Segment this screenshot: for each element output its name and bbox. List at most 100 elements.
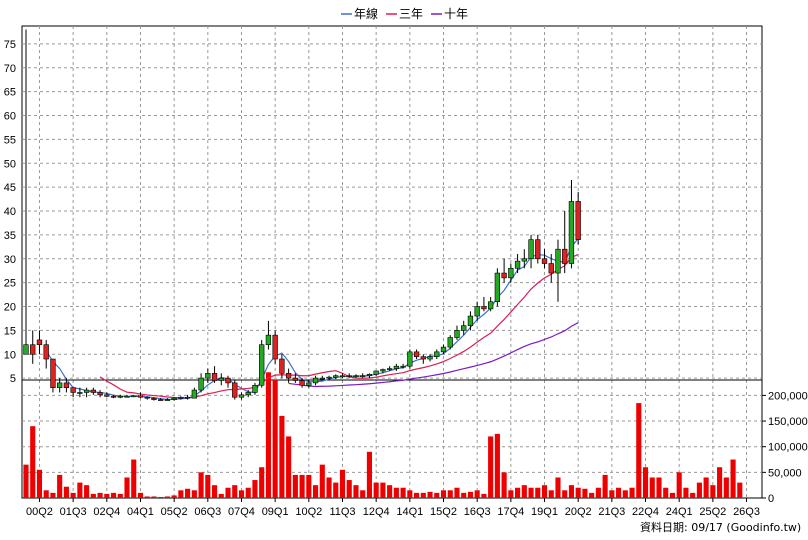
volume-bar (494, 433, 500, 498)
volume-bar (178, 490, 184, 498)
volume-bar (333, 482, 339, 498)
candle-body (259, 344, 265, 386)
candle-body (124, 395, 130, 398)
candle-body (440, 346, 447, 353)
volume-bar (440, 490, 447, 498)
candle-body (487, 301, 494, 310)
candle-body (339, 375, 346, 378)
price-tick-label: 20 (4, 302, 16, 314)
volume-bar (36, 469, 43, 498)
candle-body (360, 375, 366, 378)
candle-body (225, 377, 231, 384)
volume-bar (110, 492, 117, 498)
candle-body (474, 306, 480, 317)
source-label: 資料日期: 09/17 (Goodinfo.tw) (640, 520, 801, 534)
volume-bar (292, 474, 298, 498)
volume-bar (50, 492, 56, 498)
volume-bar (265, 372, 271, 498)
legend-label-year: 年線 (354, 6, 378, 21)
x-tick-label: 09Q1 (262, 506, 289, 518)
volume-bar (43, 490, 49, 498)
candle-body (447, 337, 453, 348)
volume-bar (723, 477, 729, 498)
volume-bar (521, 485, 527, 498)
candle-body (413, 351, 420, 357)
volume-bar (508, 490, 514, 498)
volume-bar (602, 474, 608, 498)
volume-bar (636, 403, 642, 498)
volume-bar (366, 451, 372, 498)
volume-bar (252, 480, 258, 498)
volume-bar (171, 495, 177, 498)
volume-axis: 0 50,000 100,000 150,000 200,000 (762, 390, 808, 505)
candle-body (77, 392, 83, 394)
volume-bar (319, 464, 325, 498)
volume-bar (205, 474, 211, 498)
volume-bar (313, 485, 319, 498)
volume-bar (387, 485, 393, 498)
price-tick-label: 55 (4, 134, 16, 146)
volume-bar (454, 487, 460, 498)
volume-bar (649, 477, 655, 498)
candle-body (535, 239, 541, 260)
volume-tick-label: 50,000 (768, 467, 802, 479)
volume-bar (84, 485, 90, 498)
volume-bar (616, 487, 622, 498)
candle-body (467, 315, 474, 326)
volume-bar (501, 472, 507, 498)
price-tick-label: 10 (4, 349, 16, 361)
volume-bar (414, 492, 420, 498)
candle-body (245, 392, 251, 396)
candle-body (454, 330, 460, 338)
volume-bar (582, 488, 588, 498)
x-tick-label: 04Q1 (127, 506, 154, 518)
volume-bar (642, 467, 649, 498)
volume-bar (380, 482, 386, 498)
volume-tick-label: 150,000 (768, 416, 808, 428)
volume-bar (306, 474, 312, 498)
volume-bar (683, 487, 689, 498)
candle-body (568, 201, 575, 264)
price-tick-label: 75 (4, 39, 16, 51)
volume-bar (400, 487, 406, 498)
candle-body (514, 260, 521, 269)
candle-body (427, 356, 433, 360)
x-axis: 00Q2 01Q3 02Q4 04Q1 05Q2 06Q3 07Q4 09Q1 10Q2 11Q3… (26, 498, 760, 518)
candle-body (131, 395, 137, 398)
candle-body (333, 375, 339, 378)
volume-bar (461, 492, 467, 498)
candle-body (501, 272, 507, 279)
volume-bar (710, 485, 716, 498)
candle-body (178, 396, 184, 399)
x-tick-label: 02Q4 (93, 506, 120, 518)
price-tick-label: 65 (4, 87, 16, 99)
volume-bar (474, 490, 480, 498)
candle-body (30, 344, 36, 355)
volume-bar (528, 487, 534, 498)
volume-bar (717, 467, 723, 498)
price-tick-label: 40 (4, 206, 16, 218)
volume-bar (23, 464, 29, 498)
candlesticks (23, 29, 581, 401)
volume-bar (144, 496, 150, 498)
volume-bar (737, 482, 743, 498)
price-tick-label: 60 (4, 111, 16, 123)
candle-body (299, 380, 305, 386)
candle-body (319, 377, 325, 380)
volume-bar (326, 477, 332, 498)
candle-body (164, 399, 171, 401)
volume-bar (467, 491, 473, 498)
legend-label-10year: 十年 (444, 7, 468, 21)
candle-body (407, 351, 413, 367)
volume-bar (259, 467, 265, 498)
candle-body (110, 395, 117, 398)
candle-body (380, 369, 386, 372)
candle-body (70, 387, 76, 393)
volume-bar (63, 486, 69, 498)
volume-bar (151, 496, 157, 498)
x-tick-label: 11Q3 (329, 506, 355, 518)
volume-bar (568, 485, 575, 498)
x-tick-label: 01Q3 (60, 506, 87, 518)
volume-bars (23, 372, 743, 498)
volume-bar (656, 477, 662, 498)
